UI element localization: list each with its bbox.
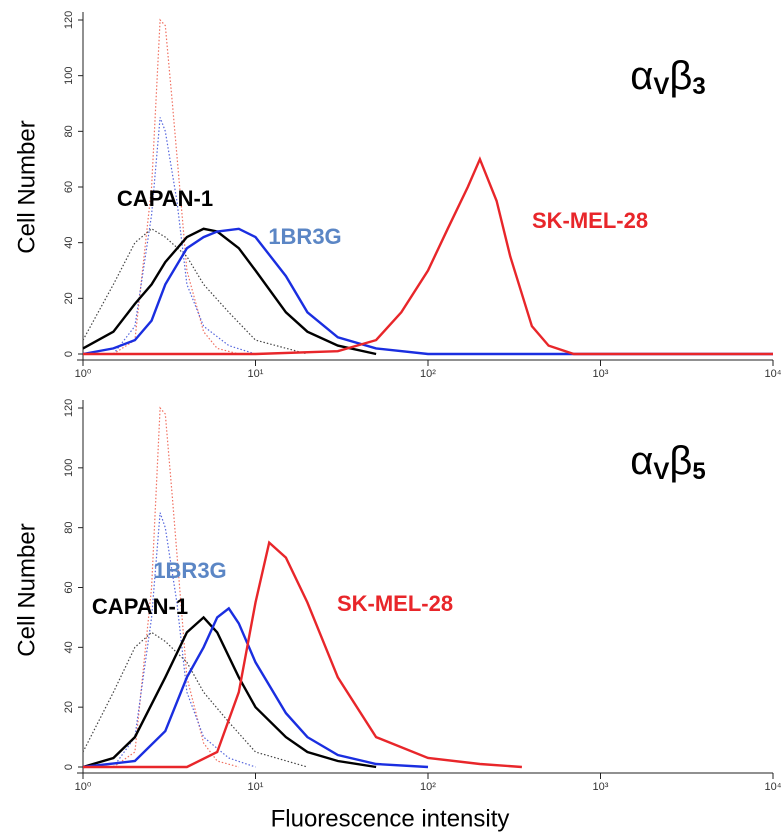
title-symbol: β [669, 439, 692, 483]
x-axis-label: Fluorescence intensity [271, 805, 510, 832]
x-tick-label: 10¹ [248, 781, 264, 793]
y-tick-label: 120 [63, 11, 75, 29]
title-subscript: V [653, 73, 669, 100]
y-tick-label: 100 [63, 459, 75, 477]
x-tick-label: 10³ [593, 368, 609, 380]
series-line [82, 227, 773, 356]
title-symbol: α [630, 439, 653, 483]
y-tick-label: 60 [63, 181, 75, 193]
series-label: 1BR3G [268, 224, 341, 249]
y-tick-label: 60 [63, 581, 75, 593]
panel-title: αVβ5 [630, 439, 706, 486]
series-line [82, 227, 377, 356]
y-tick-label: 100 [63, 66, 75, 84]
x-tick-label: 10² [420, 781, 436, 793]
y-tick-label: 0 [63, 351, 75, 357]
series-line [82, 606, 429, 769]
title-subscript: 5 [692, 458, 705, 485]
x-tick-label: 10⁰ [75, 368, 92, 380]
series-line [83, 540, 522, 769]
x-tick-label: 10³ [593, 781, 609, 793]
control-line [82, 631, 308, 768]
title-symbol: α [630, 54, 653, 98]
x-tick-label: 10⁰ [75, 781, 92, 793]
x-tick-label: 10² [420, 368, 436, 380]
control-line [82, 228, 308, 355]
y-tick-label: 40 [63, 641, 75, 653]
y-tick-label: 0 [63, 764, 75, 770]
x-tick-label: 10¹ [248, 368, 264, 380]
chart-panel: 0 20 40 60 80 100 120 10⁰ 10¹ 10² 10³ 10⁴ Cell Numbe… [13, 399, 781, 833]
control-line [113, 406, 239, 768]
y-tick-label: 80 [63, 125, 75, 137]
panel-title: αVβ3 [630, 54, 706, 101]
series-label: SK-MEL-28 [532, 208, 648, 233]
title-symbol: β [669, 54, 692, 98]
control-line [112, 512, 256, 768]
series-label: CAPAN-1 [92, 594, 188, 619]
control-line [112, 117, 256, 355]
chart-panel: 0 20 40 60 80 100 120 10⁰ 10¹ 10² 10³ 10⁴ Cell Numbe… [13, 11, 781, 380]
y-tick-label: 80 [63, 522, 75, 534]
x-tick-label: 10⁴ [765, 368, 781, 380]
series-label: 1BR3G [153, 558, 226, 583]
series-line [82, 615, 377, 769]
title-subscript: 3 [692, 73, 705, 100]
series-line [83, 156, 773, 356]
series-label: CAPAN-1 [117, 186, 213, 211]
y-axis-label: Cell Number [13, 120, 40, 253]
y-tick-label: 40 [63, 237, 75, 249]
title-subscript: V [653, 458, 669, 485]
control-line [113, 18, 239, 355]
y-axis-label: Cell Number [13, 523, 40, 656]
y-tick-label: 120 [63, 399, 75, 417]
y-tick-label: 20 [63, 701, 75, 713]
x-tick-label: 10⁴ [765, 781, 781, 793]
y-tick-label: 20 [63, 292, 75, 304]
series-label: SK-MEL-28 [337, 591, 453, 616]
